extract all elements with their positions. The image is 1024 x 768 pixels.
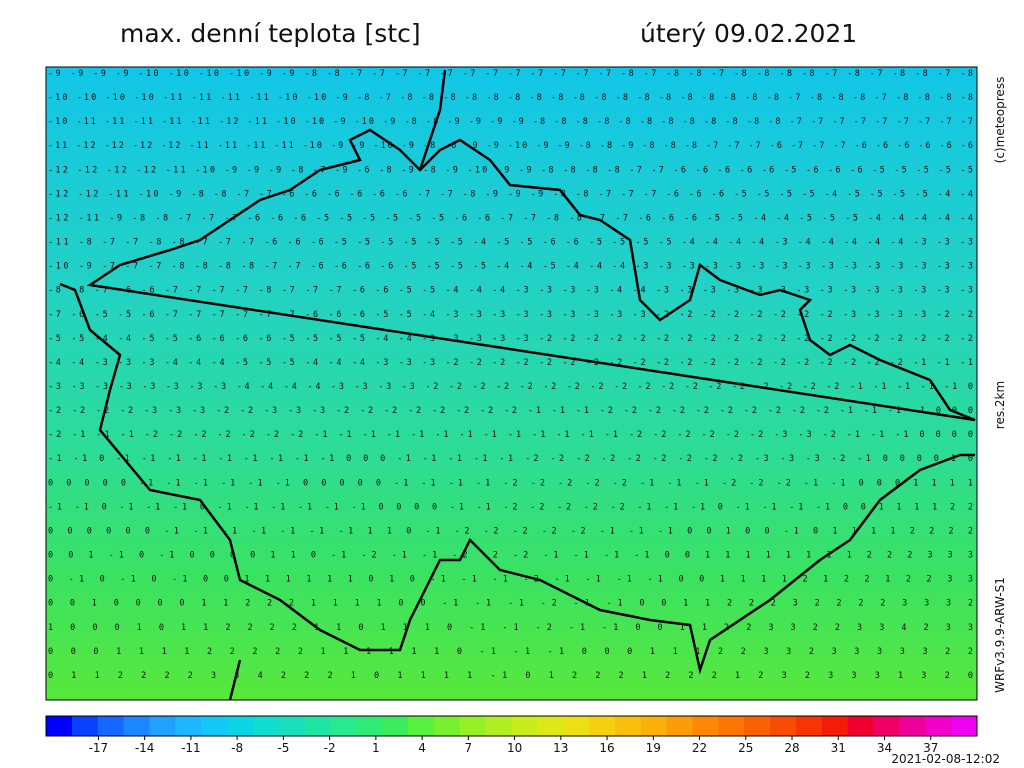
title: max. denní teplota [stc] [120,19,421,48]
colorbar-box [149,716,176,736]
colorbar-label: 7 [465,741,473,755]
colorbar-box [692,716,719,736]
colorbar-label: -14 [135,741,155,755]
colorbar-label: 10 [507,741,522,755]
colorbar-frame [45,715,978,737]
colorbar-label: 13 [553,741,568,755]
colorbar-box [589,716,616,736]
colorbar-box [614,716,642,736]
grid-row: -7 -6 -5 -5 -6 -7 -7 -7 -7 -7 -7 -6 -6 -… [48,310,973,320]
colorbar-box [382,716,409,736]
colorbar-label: -5 [277,741,289,755]
colorbar-box [46,716,73,736]
grid-row: -10 -10 -10 -10 -11 -11 -11 -11 -10 -10 … [48,93,973,103]
grid-row: 0 0 1 0 0 0 0 1 1 2 2 2 1 1 1 1 0 0 -1 -… [48,599,973,609]
colorbar-box [847,716,875,736]
colorbar-box [795,716,823,736]
colorbar-label: 19 [646,741,661,755]
colorbar-label: 28 [784,741,799,755]
timestamp: 2021-02-08-12:02 [891,752,1000,766]
colorbar-box [408,716,435,736]
colorbar-label: 25 [738,741,753,755]
colorbar-box [433,716,461,736]
colorbar-box [925,716,952,736]
grid-row: -11 -12 -12 -12 -12 -11 -11 -11 -11 -10 … [48,141,973,151]
colorbar-box [770,716,797,736]
colorbar-box [718,716,745,736]
colorbar-box [97,716,125,736]
colorbar-box [821,716,849,736]
grid-row: -4 -4 -3 -3 -3 -4 -4 -4 -5 -5 -5 -4 -4 -… [48,358,973,368]
colorbar: -17 -14 -11 -8 -5 -2 1 4 7 10 13 16 19 22 25 28 31 34 37 [45,715,978,755]
grid-row: -1 -1 0 -1 -1 -1 -1 -1 -1 -1 -1 -1 0 0 0… [48,454,973,464]
colorbar-label: -2 [324,741,336,755]
colorbar-box [511,716,538,736]
colorbar-box [640,716,668,736]
colorbar-label: 34 [877,741,892,755]
grid-row: -12 -12 -11 -10 -9 -8 -8 -7 -7 -6 -6 -6 … [48,189,973,199]
colorbar-label: 31 [831,741,846,755]
colorbar-box [563,716,590,736]
grid-row: -12 -11 -9 -8 -8 -7 -7 -7 -6 -6 -6 -5 -5… [48,213,973,223]
colorbar-label: -17 [89,741,109,755]
colorbar-box [201,716,228,736]
colorbar-box [123,716,150,736]
colorbar-box [666,716,694,736]
colorbar-box [537,716,564,736]
date: úterý 09.02.2021 [640,19,857,48]
colorbar-box [252,716,280,736]
colorbar-box [485,716,512,736]
map-area [45,66,978,701]
model: WRFv3.9.9-ARW-S1 [993,577,1007,693]
copyright: (c)meteopress [993,77,1007,164]
grid-row: -9 -9 -9 -9 -10 -10 -10 -10 -9 -9 -8 -8 … [48,69,973,79]
border [418,69,447,171]
border [59,128,976,701]
colorbar-box [899,716,926,736]
colorbar-label: 4 [418,741,426,755]
colorbar-box [873,716,900,736]
colorbar-box [330,716,357,736]
colorbar-label: 16 [599,741,614,755]
grid-row: -8 -8 -7 -6 -6 -7 -7 -7 -7 -8 -7 -7 -7 -… [48,286,973,296]
colorbar-label: 37 [923,741,938,755]
colorbar-box [278,716,306,736]
colorbar-box [459,716,487,736]
colorbar-box [227,716,254,736]
colorbar-box [175,716,202,736]
colorbar-label: 1 [372,741,380,755]
grid-row: -5 -5 -4 -4 -5 -5 -6 -6 -6 -6 -5 -5 -5 -… [48,334,973,344]
colorbar-box [304,716,331,736]
colorbar-box [356,716,383,736]
colorbar-label: -8 [231,741,243,755]
colorbar-label: -11 [181,741,201,755]
resolution: res.2km [993,381,1007,429]
colorbar-box [951,716,978,736]
grid-row: -2 -1 -1 -1 -2 -2 -2 -2 -2 -2 -2 -1 -1 -… [48,430,973,440]
colorbar-box [71,716,99,736]
colorbar-box [744,716,771,736]
colorbar-label: 22 [692,741,707,755]
